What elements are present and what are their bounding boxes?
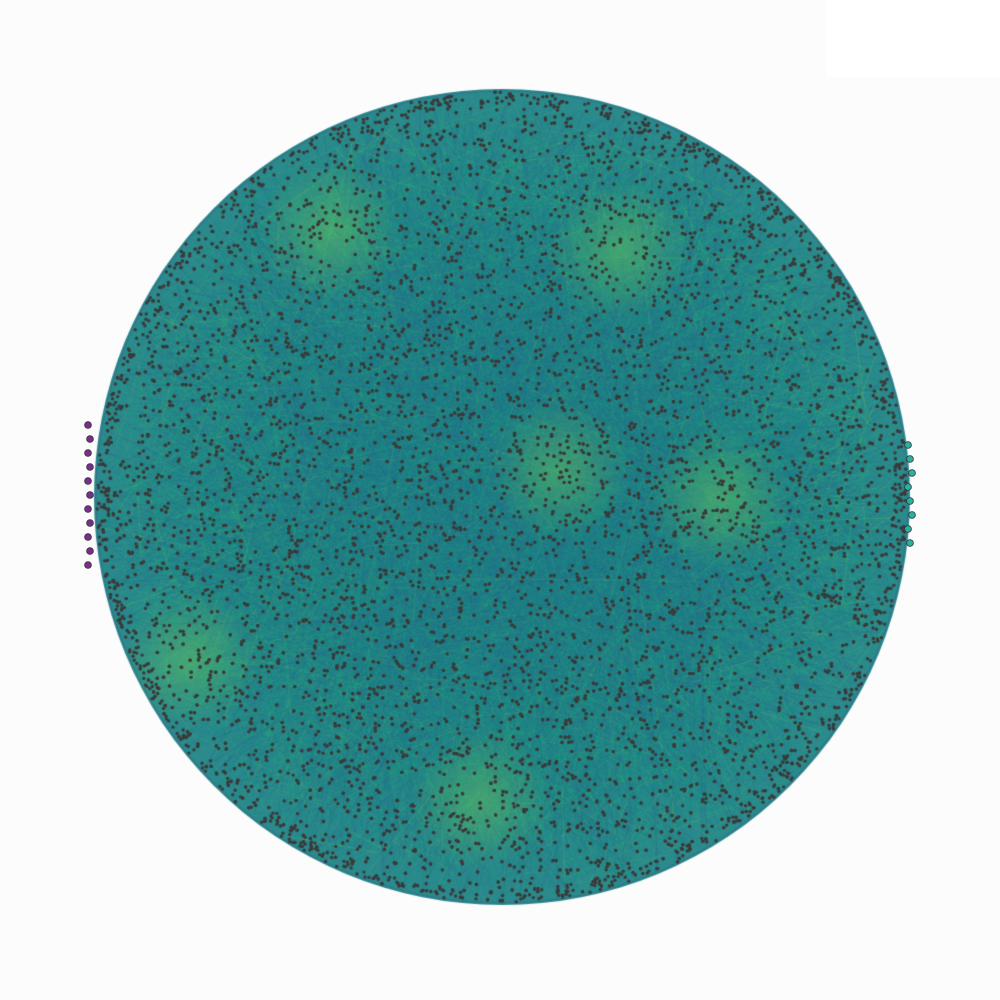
outlier-node-right <box>904 441 912 449</box>
outlier-node-left <box>84 505 92 513</box>
outlier-node-left <box>86 491 94 499</box>
outlier-node-right <box>906 455 914 463</box>
outlier-node-left <box>86 435 94 443</box>
outlier-node-left <box>84 421 92 429</box>
outlier-node-left <box>84 477 92 485</box>
outlier-node-right <box>904 525 912 533</box>
outlier-node-left <box>86 463 94 471</box>
outlier-node-left <box>84 561 92 569</box>
outlier-node-right <box>904 483 912 491</box>
outlier-node-left <box>86 547 94 555</box>
outlier-node-left <box>86 519 94 527</box>
outlier-node-left <box>84 449 92 457</box>
outlier-node-right <box>906 539 914 547</box>
outlier-node-right <box>908 511 916 519</box>
outlier-node-right <box>906 497 914 505</box>
outlier-node-right <box>908 469 916 477</box>
outlier-node-left <box>84 533 92 541</box>
